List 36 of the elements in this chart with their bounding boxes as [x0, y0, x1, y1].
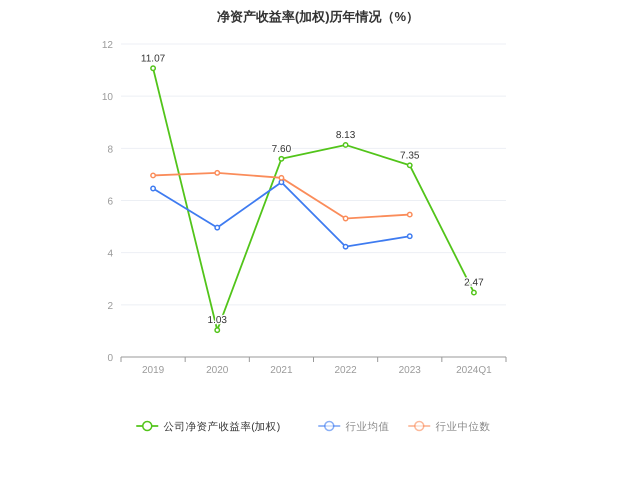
y-tick-label: 8	[107, 144, 114, 156]
y-tick-label: 6	[107, 196, 114, 208]
point	[214, 327, 220, 334]
y-tick-label: 2	[107, 300, 114, 312]
point	[150, 172, 156, 178]
legend-label: 行业均值	[345, 420, 390, 433]
x-tick-label: 2022	[334, 365, 358, 376]
data-label: 8.13	[336, 130, 356, 141]
point	[150, 186, 156, 192]
x-tick-label: 2021	[270, 365, 293, 376]
legend-label: 公司净资产收益率(加权)	[163, 420, 280, 433]
point	[342, 142, 349, 148]
chart-title: 净资产收益率(加权)历年情况（%）	[216, 9, 420, 24]
point	[278, 156, 284, 162]
point	[342, 216, 349, 222]
y-tick-label: 0	[107, 353, 114, 364]
point	[214, 170, 220, 176]
point	[470, 290, 477, 296]
y-tick-label: 12	[102, 40, 114, 51]
legend-label: 行业中位数	[435, 420, 490, 433]
point	[278, 174, 284, 181]
point	[406, 212, 413, 218]
point	[214, 224, 220, 231]
x-tick-label: 2020	[206, 365, 229, 376]
x-tick-label: 2024Q1	[456, 365, 492, 376]
y-tick-label: 10	[102, 92, 114, 104]
point	[342, 244, 349, 250]
data-label: 11.07	[140, 53, 166, 64]
point	[406, 233, 413, 240]
point	[406, 162, 413, 168]
x-tick-label: 2019	[142, 365, 165, 376]
y-tick-label: 4	[107, 248, 114, 260]
data-label: 7.60	[272, 144, 292, 155]
data-label: 7.35	[400, 150, 420, 162]
x-tick-label: 2023	[398, 365, 422, 376]
point	[150, 65, 156, 72]
